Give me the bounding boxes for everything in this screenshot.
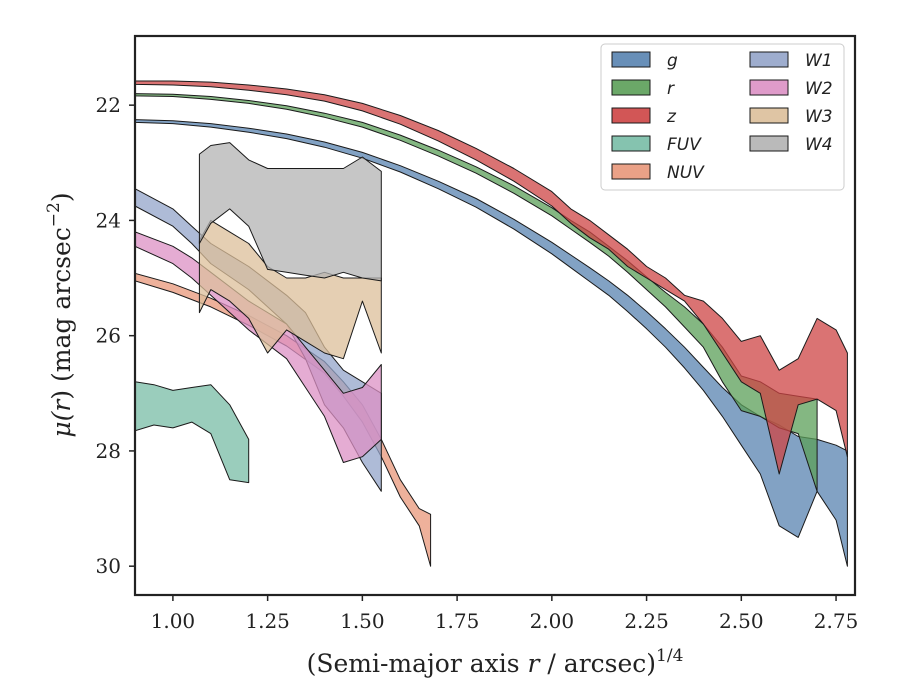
y-tick-label: 22 (96, 93, 121, 117)
x-tick-label: 2.75 (814, 609, 859, 633)
legend-label-r: r (667, 79, 675, 99)
legend-swatch-nuv (611, 163, 651, 180)
legend-swatch-w2 (749, 79, 789, 96)
legend-label-w2: W2 (805, 79, 833, 99)
profile-bands (135, 80, 848, 567)
legend: grz FUV NUV W1 W2 W3 W4 (600, 43, 845, 191)
y-tick-label: 28 (96, 439, 121, 463)
band-fuv (135, 381, 250, 484)
legend-label-nuv: NUV (667, 163, 705, 183)
legend-label-w1: W1 (805, 51, 833, 71)
x-tick-label: 2.50 (719, 609, 764, 633)
x-tick-label: 1.50 (340, 609, 385, 633)
x-tick-label: 1.75 (435, 609, 480, 633)
x-tick-label: 1.00 (151, 609, 196, 633)
y-tick-label: 30 (96, 554, 121, 578)
legend-swatch-r (611, 79, 651, 96)
band-r (135, 93, 818, 492)
legend-swatch-fuv (611, 135, 651, 152)
legend-swatch-w3 (749, 107, 789, 124)
y-tick-label: 26 (96, 324, 121, 348)
x-axis-label: (Semi-major axis r / arcsec)1/4 (307, 646, 684, 678)
x-tick-label: 2.25 (624, 609, 669, 633)
plot-frame (133, 34, 857, 597)
band-w3 (198, 219, 382, 360)
legend-label-g: g (667, 51, 678, 71)
legend-swatch-w4 (749, 135, 789, 152)
legend-label-fuv: FUV (667, 135, 702, 155)
legend-label-w4: W4 (805, 135, 833, 155)
legend-label-z: z (666, 107, 677, 127)
x-tick-label: 2.00 (530, 609, 575, 633)
y-axis-label: μ(r) (mag arcsec−2) (44, 192, 76, 437)
band-z (135, 80, 848, 475)
legend-label-w3: W3 (805, 107, 833, 127)
legend-swatch-w1 (749, 51, 789, 68)
legend-swatch-z (611, 107, 651, 124)
axis-ticks: 1.00 1.25 1.50 1.75 2.00 2.25 2.50 2.75 22 24 26 28… (96, 93, 859, 633)
x-tick-label: 1.25 (245, 609, 290, 633)
band-w4 (198, 142, 382, 282)
y-tick-label: 24 (96, 208, 121, 232)
legend-swatch-g (611, 51, 651, 68)
band-g (135, 119, 848, 567)
